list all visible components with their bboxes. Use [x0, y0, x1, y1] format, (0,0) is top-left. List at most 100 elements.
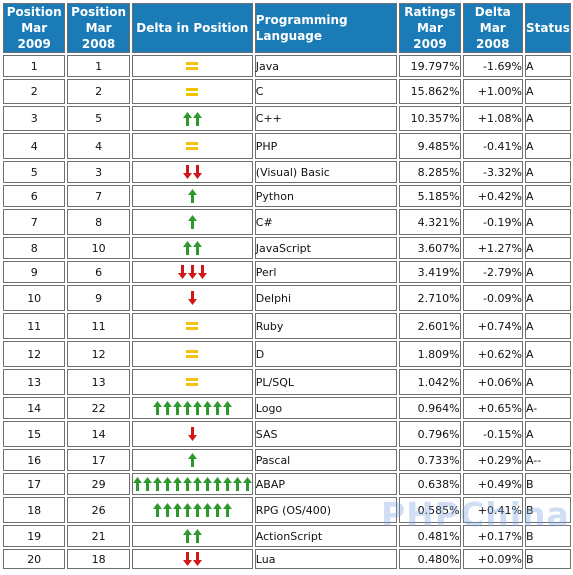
cell-position-2009: 10: [3, 285, 66, 311]
cell-rating: 0.638%: [399, 473, 461, 495]
cell-delta-position: [131, 55, 253, 77]
cell-delta-rating: +1.00%: [462, 79, 523, 104]
cell-position-2009: 15: [3, 421, 66, 447]
arrow-down-icon: [187, 427, 197, 441]
cell-status: B: [524, 497, 571, 523]
cell-status: A: [524, 133, 571, 159]
cell-language: D: [254, 341, 398, 367]
cell-position-2008: 21: [67, 525, 130, 547]
cell-language: PHP: [254, 133, 398, 159]
cell-rating: 1.809%: [399, 341, 461, 367]
delta-arrows: [182, 164, 202, 180]
arrow-up-icon: [182, 111, 202, 126]
cell-language: JavaScript: [254, 237, 398, 259]
cell-language: (Visual) Basic: [254, 161, 398, 183]
arrow-up-icon: [187, 453, 197, 467]
cell-position-2009: 13: [3, 369, 66, 395]
cell-rating: 3.419%: [399, 261, 461, 283]
arrow-up-icon: [182, 241, 202, 255]
table-row: 12 12 D 1.809% +0.62% A: [3, 341, 571, 367]
cell-position-2008: 13: [67, 369, 130, 395]
cell-delta-rating: +0.65%: [462, 397, 523, 419]
cell-position-2008: 1: [67, 55, 130, 77]
delta-arrows: [182, 111, 202, 127]
cell-language: Pascal: [254, 449, 398, 471]
cell-language: SAS: [254, 421, 398, 447]
cell-status: A: [524, 285, 571, 311]
cell-position-2009: 8: [3, 237, 66, 259]
delta-arrows: [152, 502, 232, 518]
cell-position-2008: 4: [67, 133, 130, 159]
cell-delta-position: [131, 497, 253, 523]
table-row: 8 10 JavaScript 3.607% +1.27% A: [3, 237, 571, 259]
cell-rating: 2.601%: [399, 313, 461, 339]
cell-delta-position: [131, 397, 253, 419]
cell-language: RPG (OS/400): [254, 497, 398, 523]
cell-rating: 19.797%: [399, 55, 461, 77]
cell-position-2008: 14: [67, 421, 130, 447]
cell-language: ActionScript: [254, 525, 398, 547]
cell-position-2009: 17: [3, 473, 66, 495]
delta-arrows: [186, 58, 199, 74]
cell-delta-position: [131, 261, 253, 283]
cell-rating: 10.357%: [399, 106, 461, 131]
cell-position-2009: 3: [3, 106, 66, 131]
cell-status: A: [524, 209, 571, 235]
cell-position-2009: 14: [3, 397, 66, 419]
delta-arrows: [177, 264, 207, 280]
cell-delta-rating: +0.62%: [462, 341, 523, 367]
table-header: Position Mar 2009 Position Mar 2008 Delta …: [3, 3, 571, 53]
cell-status: A: [524, 261, 571, 283]
delta-arrows: [182, 528, 202, 544]
cell-position-2008: 12: [67, 341, 130, 367]
cell-delta-rating: -0.19%: [462, 209, 523, 235]
header-delta-rating: Delta Mar 2008: [462, 3, 523, 53]
cell-language: C++: [254, 106, 398, 131]
delta-arrows: [186, 84, 199, 100]
cell-position-2008: 2: [67, 79, 130, 104]
table-row: 10 9 Delphi 2.710% -0.09% A: [3, 285, 571, 311]
table-body: 1 1 Java 19.797% -1.69% A 2 2 C 15.862% +1.00% A 3 5 C…: [3, 55, 571, 569]
cell-position-2009: 11: [3, 313, 66, 339]
table-row: 14 22 Logo 0.964% +0.65% A-: [3, 397, 571, 419]
cell-delta-rating: +0.17%: [462, 525, 523, 547]
cell-delta-position: [131, 237, 253, 259]
cell-position-2008: 18: [67, 549, 130, 569]
delta-arrows: [186, 318, 199, 334]
cell-status: A: [524, 421, 571, 447]
arrow-up-icon: [187, 189, 197, 203]
equal-icon: [186, 142, 199, 150]
header-position-2009: Position Mar 2009: [3, 3, 66, 53]
cell-status: A: [524, 313, 571, 339]
header-ratings: Ratings Mar 2009: [399, 3, 461, 53]
delta-arrows: [187, 426, 197, 442]
cell-delta-position: [131, 313, 253, 339]
cell-position-2008: 11: [67, 313, 130, 339]
cell-status: A: [524, 237, 571, 259]
header-language: Programming Language: [254, 3, 398, 53]
delta-arrows: [187, 290, 197, 306]
table-row: 9 6 Perl 3.419% -2.79% A: [3, 261, 571, 283]
cell-delta-position: [131, 185, 253, 207]
cell-position-2009: 5: [3, 161, 66, 183]
equal-icon: [186, 350, 199, 358]
cell-delta-rating: -0.15%: [462, 421, 523, 447]
header-row: Position Mar 2009 Position Mar 2008 Delta …: [3, 3, 571, 53]
cell-delta-position: [131, 525, 253, 547]
table-row: 16 17 Pascal 0.733% +0.29% A--: [3, 449, 571, 471]
header-status: Status: [524, 3, 571, 53]
cell-position-2008: 29: [67, 473, 130, 495]
delta-arrows: [132, 476, 252, 492]
delta-arrows: [182, 551, 202, 567]
cell-delta-position: [131, 421, 253, 447]
cell-rating: 1.042%: [399, 369, 461, 395]
table-row: 1 1 Java 19.797% -1.69% A: [3, 55, 571, 77]
cell-delta-position: [131, 473, 253, 495]
cell-status: B: [524, 473, 571, 495]
cell-rating: 0.964%: [399, 397, 461, 419]
cell-position-2008: 22: [67, 397, 130, 419]
delta-arrows: [187, 214, 197, 230]
delta-arrows: [187, 452, 197, 468]
table-row: 6 7 Python 5.185% +0.42% A: [3, 185, 571, 207]
